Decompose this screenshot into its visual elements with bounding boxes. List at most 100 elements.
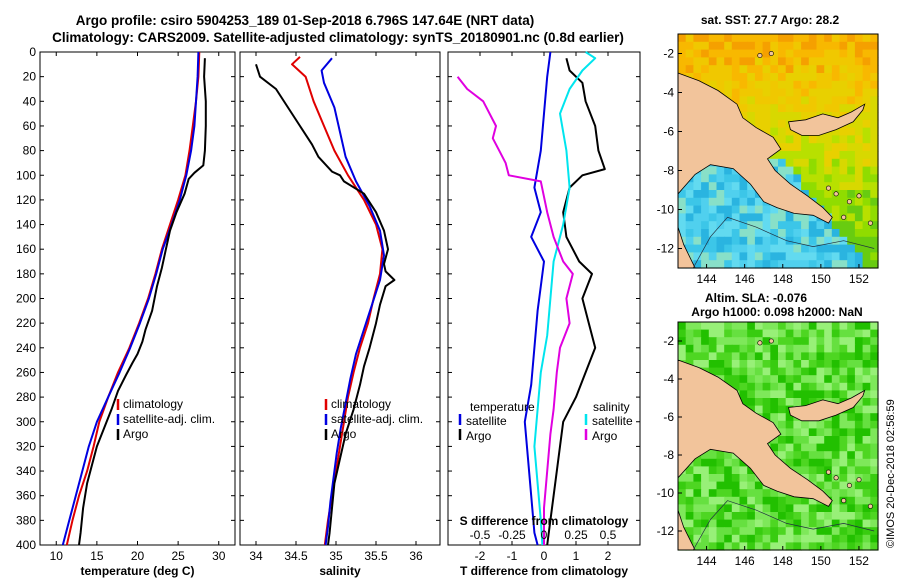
map-cell [862,489,871,498]
map-cell [839,527,848,536]
map-cell [816,466,825,475]
map-cell [862,197,871,207]
map-cell [754,80,764,90]
map-cell [731,466,741,475]
map-cell [754,41,764,51]
map-cell [831,390,841,399]
map-cell [801,174,810,183]
map-cell [785,34,794,43]
map-cell [747,534,756,543]
map-cell [701,489,710,498]
map-cell [716,542,725,551]
map-cell [862,405,871,414]
map-cell [785,451,794,460]
map-cell [747,466,756,475]
map-cell [724,197,733,207]
y-tick-label: 260 [16,365,36,379]
map-cell [747,398,756,407]
map-cell [785,57,794,66]
map-cell [870,451,879,460]
map-cell [808,96,818,105]
land-new-guinea [677,72,833,224]
map-cell [754,405,764,414]
map-cell [747,104,756,113]
map-cell [831,398,841,407]
map-cell [754,352,764,361]
map-cell [724,49,733,58]
map-cell [862,41,871,51]
map-cell [778,489,787,498]
map-cell [754,512,764,521]
x2-tick-label: -0.25 [498,528,526,542]
map-cell [793,496,802,505]
map-cell [801,534,810,543]
y-tick-label: -10 [657,486,675,500]
map-cell [701,542,710,551]
map-cell [801,182,810,191]
map-cell [862,151,871,160]
map-cell [701,236,710,246]
map-cell [801,96,810,105]
map-cell [754,534,764,543]
map-cell [778,143,787,152]
map-cell [793,382,802,391]
map-cell [701,329,710,338]
map-cell [847,205,856,214]
map-cell [808,34,818,43]
map-cell [824,352,833,361]
map-cell [793,367,802,376]
map-cell [785,88,794,97]
map-cell [839,205,848,214]
map-cell [747,88,756,97]
map-cell [816,73,825,82]
map-cell [870,398,879,407]
legend-label: satellite-adj. clim. [123,412,215,426]
map-cell [793,151,802,160]
map-cell [693,49,702,58]
map-cell [762,542,771,551]
map-cell [793,428,802,437]
map-cell [839,542,848,551]
map-cell [716,252,725,261]
map-cell [801,390,810,399]
map-cell [816,221,825,230]
map-cell [693,360,702,369]
map-sst_map: 144 146 148 150 152 -2 -4 -6 -8 -10 -12 [657,33,879,286]
map-cell [701,504,710,513]
map-cell [808,398,818,407]
map-cell [754,244,764,253]
map-cell [778,413,787,422]
map-cell [793,221,802,230]
map-cell [862,182,871,191]
map-cell [731,352,741,361]
map-cell [839,367,848,376]
map-cell [847,451,856,460]
map-cell [762,96,771,105]
map-cell [716,481,725,490]
map-cell [770,236,779,246]
map-cell [739,80,748,90]
map-cell [716,519,725,528]
map-cell [801,143,810,152]
map-cell [808,375,818,384]
map-cell [824,88,833,97]
x2-axis-label: S difference from climatology [460,514,629,528]
map-cell [770,260,779,269]
map-cell [816,344,825,353]
map-cell [870,57,879,66]
map-cell [831,504,841,513]
map-cell [839,337,848,346]
map-cell [708,481,718,490]
map-cell [701,190,710,199]
map-cell [785,337,794,346]
map-cell [678,504,687,513]
map-cell [793,182,802,191]
map-cell [731,182,741,191]
map-cell [793,519,802,528]
map-cell [870,443,879,452]
island [768,338,774,344]
map-cell [701,166,710,175]
map-cell [808,104,818,113]
map-cell [862,504,871,513]
map-cell [808,344,818,353]
